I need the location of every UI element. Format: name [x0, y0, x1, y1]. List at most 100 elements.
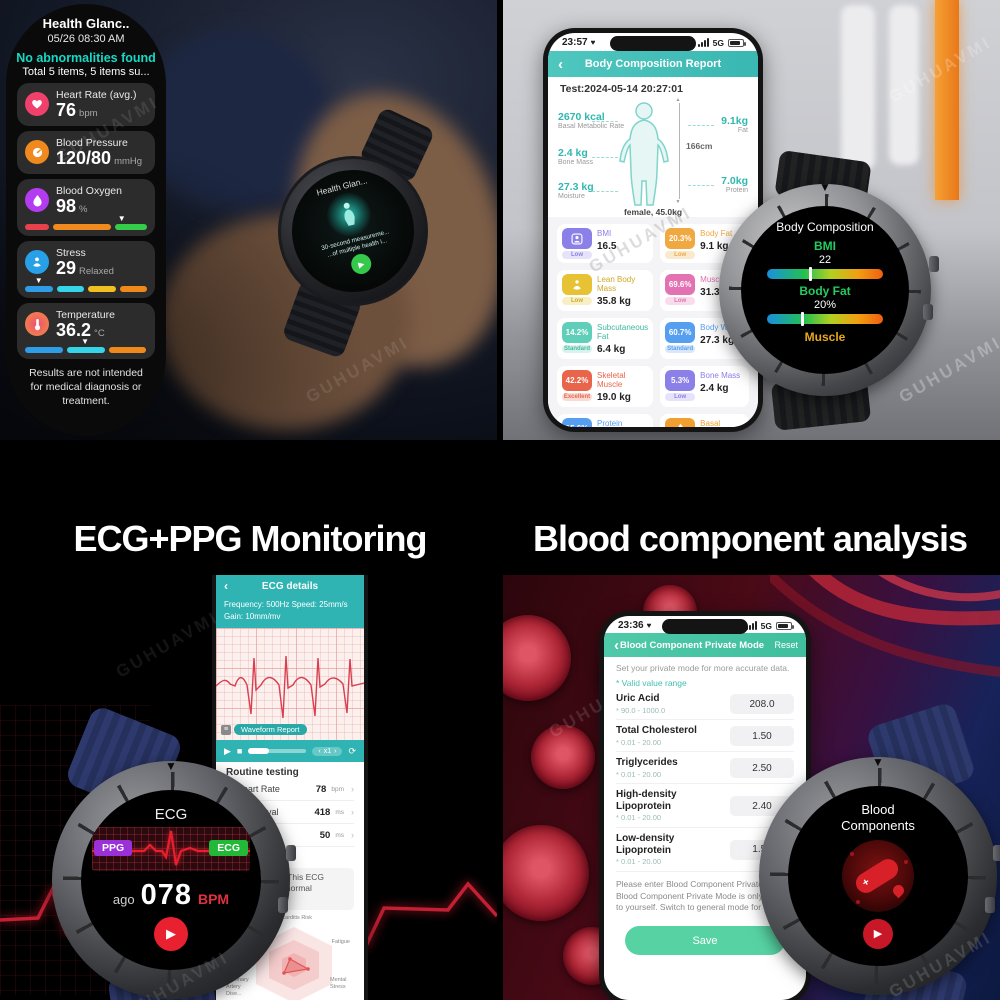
- status-time: 23:57: [562, 37, 588, 48]
- stress-icon: [25, 250, 49, 275]
- blood-pressure-icon: [25, 140, 49, 165]
- tile-label: BMI: [597, 229, 612, 238]
- row-value: 418: [314, 806, 331, 818]
- photo-orange-pillar: [935, 0, 959, 200]
- plus-icon: +: [860, 875, 873, 890]
- play-icon: ▶: [357, 258, 366, 270]
- signal-icon: [697, 38, 709, 47]
- stop-button[interactable]: ■: [236, 746, 243, 756]
- ppg-tag: PPG: [94, 840, 133, 856]
- metric-label: Body Fat: [799, 284, 851, 298]
- percent-badge: 14.2%: [562, 322, 592, 343]
- watch-button[interactable]: [278, 897, 288, 913]
- save-button[interactable]: Save: [625, 926, 785, 956]
- bezel-pointer-icon: ▼: [165, 759, 177, 773]
- tile-label: Basal Metabolic Rate: [700, 419, 721, 427]
- callout-label: Basal Metabolic Rate: [558, 123, 625, 130]
- blood-drop-icon: [890, 882, 907, 898]
- blood-sample-icon: +: [842, 839, 914, 912]
- row-unit: bpm: [331, 785, 344, 793]
- speed-prev-icon[interactable]: ‹: [318, 747, 321, 755]
- total-cholesterol-field: Total Cholesterol * 0.01 - 20.00 1.50: [616, 720, 794, 753]
- bpm-value: 078: [140, 879, 192, 911]
- tile-label: Skeletal Muscle: [597, 371, 626, 389]
- stress-card: Stress 29 Relaxed ▼: [17, 240, 155, 298]
- callout-connector: [688, 125, 714, 126]
- play-button[interactable]: ▶: [224, 745, 231, 756]
- field-input[interactable]: 1.50: [730, 726, 794, 747]
- tile-label: Lean Body Mass: [597, 275, 636, 293]
- health-summary: Total 5 items, 5 items su...: [22, 66, 150, 78]
- watch-play-button[interactable]: ▶: [349, 251, 374, 277]
- progress-slider[interactable]: [248, 748, 307, 754]
- watch-play-button[interactable]: ▶: [154, 917, 188, 951]
- status-time: 23:36: [618, 620, 644, 631]
- ecg-parameters: Frequency: 500Hz Speed: 25mm/s Gain: 10m…: [216, 597, 364, 628]
- bpm-unit: BPM: [197, 891, 230, 907]
- uric-acid-field: Uric Acid * 90.0 - 1000.0 208.0: [616, 688, 794, 721]
- ecg-waveform-chart: ≡ Waveform Report: [216, 628, 364, 740]
- callout-connector: [592, 121, 618, 122]
- card-label: Blood Oxygen: [56, 184, 122, 197]
- oxygen-range-bar: ▼: [25, 214, 147, 230]
- heart-icon: [25, 92, 49, 117]
- card-label: Heart Rate (avg.): [56, 89, 137, 101]
- row-value: 50: [319, 829, 331, 841]
- back-button[interactable]: ‹: [558, 55, 563, 73]
- tile-value: 31.3 kg: [700, 287, 735, 298]
- field-input[interactable]: 2.50: [730, 758, 794, 779]
- metric-label: BMI: [814, 239, 836, 253]
- heart-icon: ♥: [590, 38, 596, 47]
- callout-label: Fat: [737, 127, 748, 134]
- back-button[interactable]: ‹: [224, 579, 228, 593]
- quadrant-micro-physical: Health Glan... 30-second measureme... ..…: [0, 0, 497, 440]
- field-input[interactable]: 208.0: [730, 694, 794, 715]
- watch-face: Blood Components + ▶: [788, 786, 968, 966]
- speed-control[interactable]: ‹ x1 ›: [312, 746, 343, 756]
- tile-value: 35.8 kg: [597, 296, 631, 307]
- callout-label: Protein: [725, 187, 748, 194]
- row-label: Heart Rate: [236, 784, 280, 794]
- waveform-report-tag[interactable]: ≡ Waveform Report: [221, 724, 307, 735]
- health-summary-panel: Health Glanc.. 05/26 08:30 AM No abnorma…: [6, 4, 166, 436]
- back-button[interactable]: ‹: [614, 636, 619, 654]
- reset-button[interactable]: Reset: [774, 640, 798, 650]
- battery-icon: [728, 38, 746, 47]
- card-value: 120/80: [56, 147, 112, 168]
- watch-crown[interactable]: [286, 845, 296, 861]
- speed-next-icon[interactable]: ›: [334, 747, 337, 755]
- ago-label: ago: [112, 892, 135, 907]
- watch-crown[interactable]: [993, 845, 1000, 861]
- watch-ecg: ECG PPG ECG ago 078 BPM ▶ ▼: [48, 704, 296, 1000]
- field-range: * 0.01 - 20.00: [616, 769, 662, 779]
- watch-play-button[interactable]: ▶: [863, 918, 893, 949]
- ecg-param-line2: Gain: 10mm/mv: [224, 612, 281, 621]
- field-label: Low-density Lipoprotein: [616, 833, 675, 856]
- grade-badge: Excellent: [562, 393, 592, 401]
- height-line: [676, 97, 681, 205]
- grade-badge: Low: [562, 297, 592, 305]
- card-value: 76: [56, 100, 77, 120]
- app-header: ‹ Body Composition Report: [548, 51, 758, 77]
- tile-skeletal-muscle: 42.2% Excellent Skeletal Muscle 19.0 kg: [557, 366, 654, 407]
- watch-crown[interactable]: [929, 256, 939, 272]
- height-label: 166cm: [686, 141, 713, 151]
- chevron-right-icon: ›: [351, 830, 354, 840]
- watch-face: ECG PPG ECG ago 078 BPM ▶: [81, 790, 261, 970]
- watch-button[interactable]: [985, 897, 995, 913]
- rotate-icon[interactable]: ⟳: [348, 745, 356, 756]
- card-value: 29: [56, 257, 77, 278]
- speed-value: x1: [323, 747, 332, 755]
- tile-bmi: Low BMI 16.5: [557, 224, 654, 263]
- grade-badge: Low: [562, 251, 592, 259]
- quadrant-ecg-ppg: ‹ ECG details Frequency: 500Hz Speed: 25…: [0, 575, 497, 1000]
- battery-icon: [776, 621, 794, 630]
- grade-badge: Low: [665, 393, 696, 401]
- radar-label: Myocarditis Risk: [272, 915, 313, 922]
- watermark: GUHUAVMI: [112, 607, 223, 682]
- grade-badge: Standard: [562, 345, 592, 353]
- callout-value: 7.0kg: [721, 175, 748, 187]
- section-title: Routine testing: [226, 767, 299, 778]
- watch-button[interactable]: [923, 304, 933, 320]
- card-label: Temperature: [56, 308, 115, 321]
